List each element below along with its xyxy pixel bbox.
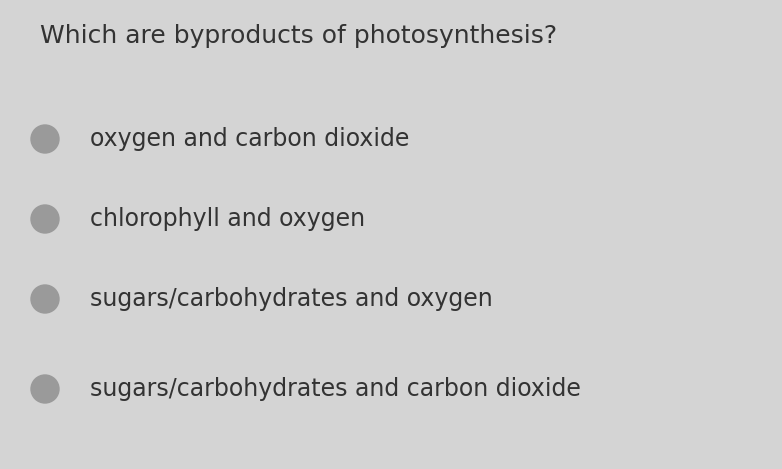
Text: Which are byproducts of photosynthesis?: Which are byproducts of photosynthesis? bbox=[40, 24, 557, 48]
Text: oxygen and carbon dioxide: oxygen and carbon dioxide bbox=[90, 127, 409, 151]
Circle shape bbox=[31, 205, 59, 233]
Text: sugars/carbohydrates and carbon dioxide: sugars/carbohydrates and carbon dioxide bbox=[90, 377, 581, 401]
Circle shape bbox=[31, 125, 59, 153]
Circle shape bbox=[31, 285, 59, 313]
Text: chlorophyll and oxygen: chlorophyll and oxygen bbox=[90, 207, 365, 231]
Text: sugars/carbohydrates and oxygen: sugars/carbohydrates and oxygen bbox=[90, 287, 493, 311]
Circle shape bbox=[31, 375, 59, 403]
